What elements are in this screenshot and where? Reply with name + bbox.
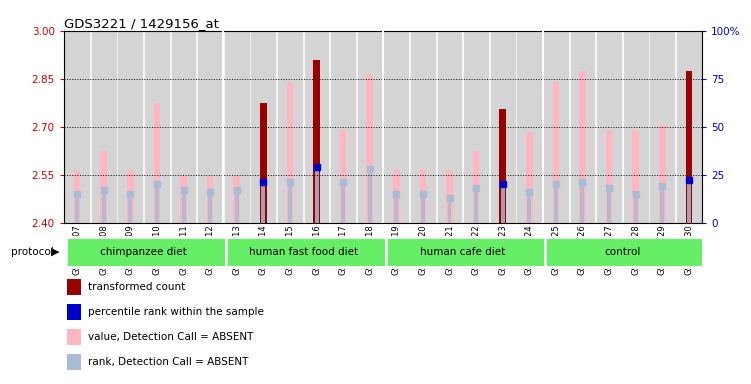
Text: control: control [605, 247, 641, 257]
Text: value, Detection Call = ABSENT: value, Detection Call = ABSENT [88, 332, 254, 342]
Bar [67, 354, 81, 369]
Bar [634, 194, 638, 223]
Bar [75, 194, 79, 223]
Bar [180, 176, 187, 223]
Bar [154, 103, 160, 223]
Bar [473, 151, 479, 223]
Bar [597, 31, 621, 223]
Bar [420, 170, 427, 223]
Bar [687, 180, 691, 223]
Bar [207, 176, 213, 223]
Bar [624, 31, 647, 223]
FancyBboxPatch shape [545, 237, 710, 267]
Bar [581, 182, 584, 223]
Bar [357, 31, 382, 223]
Bar [288, 182, 292, 223]
Bar [579, 71, 586, 223]
Bar [411, 31, 435, 223]
Bar [65, 31, 89, 223]
Bar [92, 31, 116, 223]
Bar [252, 31, 276, 223]
Bar [287, 82, 293, 223]
Bar [67, 280, 81, 295]
Bar [686, 71, 692, 223]
Bar [501, 184, 505, 223]
Bar [677, 31, 701, 223]
Bar [260, 103, 267, 223]
Bar [544, 31, 568, 223]
Bar [474, 188, 478, 223]
Bar [313, 60, 320, 223]
Bar [499, 109, 506, 223]
Bar [650, 31, 674, 223]
Bar [554, 184, 558, 223]
Bar [339, 130, 346, 223]
Bar [235, 190, 239, 223]
Bar [571, 31, 595, 223]
Text: human cafe diet: human cafe diet [420, 247, 505, 257]
Bar [385, 31, 409, 223]
Bar [421, 194, 425, 223]
Bar [659, 125, 665, 223]
Bar [155, 184, 159, 223]
Bar [261, 182, 265, 223]
Bar [74, 170, 80, 223]
Text: percentile rank within the sample: percentile rank within the sample [88, 307, 264, 317]
Bar [128, 194, 132, 223]
Text: ▶: ▶ [51, 247, 59, 257]
FancyBboxPatch shape [67, 237, 231, 267]
Bar [182, 190, 185, 223]
Text: transformed count: transformed count [88, 282, 185, 292]
Bar [517, 31, 541, 223]
Bar [101, 190, 106, 223]
Bar [305, 31, 328, 223]
Bar [368, 169, 372, 223]
Bar [225, 31, 249, 223]
Bar [438, 31, 461, 223]
Bar [464, 31, 488, 223]
Bar [366, 74, 373, 223]
FancyBboxPatch shape [226, 237, 391, 267]
Bar [127, 170, 134, 223]
Bar [632, 130, 639, 223]
Bar [67, 329, 81, 345]
Bar [526, 131, 532, 223]
Bar [234, 176, 240, 223]
Bar [315, 167, 318, 223]
Text: human fast food diet: human fast food diet [249, 247, 357, 257]
Bar [490, 31, 514, 223]
Text: GDS3221 / 1429156_at: GDS3221 / 1429156_at [64, 17, 219, 30]
Bar [145, 31, 169, 223]
Bar [394, 194, 398, 223]
Bar [553, 82, 559, 223]
Bar [393, 170, 400, 223]
Bar [67, 304, 81, 319]
Bar [208, 192, 212, 223]
Bar [119, 31, 142, 223]
Bar [607, 188, 611, 223]
Bar [446, 170, 453, 223]
Bar [171, 31, 195, 223]
Bar [278, 31, 302, 223]
Text: protocol: protocol [11, 247, 54, 257]
Bar [660, 186, 665, 223]
Text: chimpanzee diet: chimpanzee diet [100, 247, 187, 257]
Bar [527, 192, 531, 223]
Text: rank, Detection Call = ABSENT: rank, Detection Call = ABSENT [88, 357, 249, 367]
FancyBboxPatch shape [386, 237, 550, 267]
Bar [606, 130, 612, 223]
Bar [198, 31, 222, 223]
Bar [331, 31, 355, 223]
Bar [101, 151, 107, 223]
Bar [341, 182, 345, 223]
Bar [448, 198, 451, 223]
